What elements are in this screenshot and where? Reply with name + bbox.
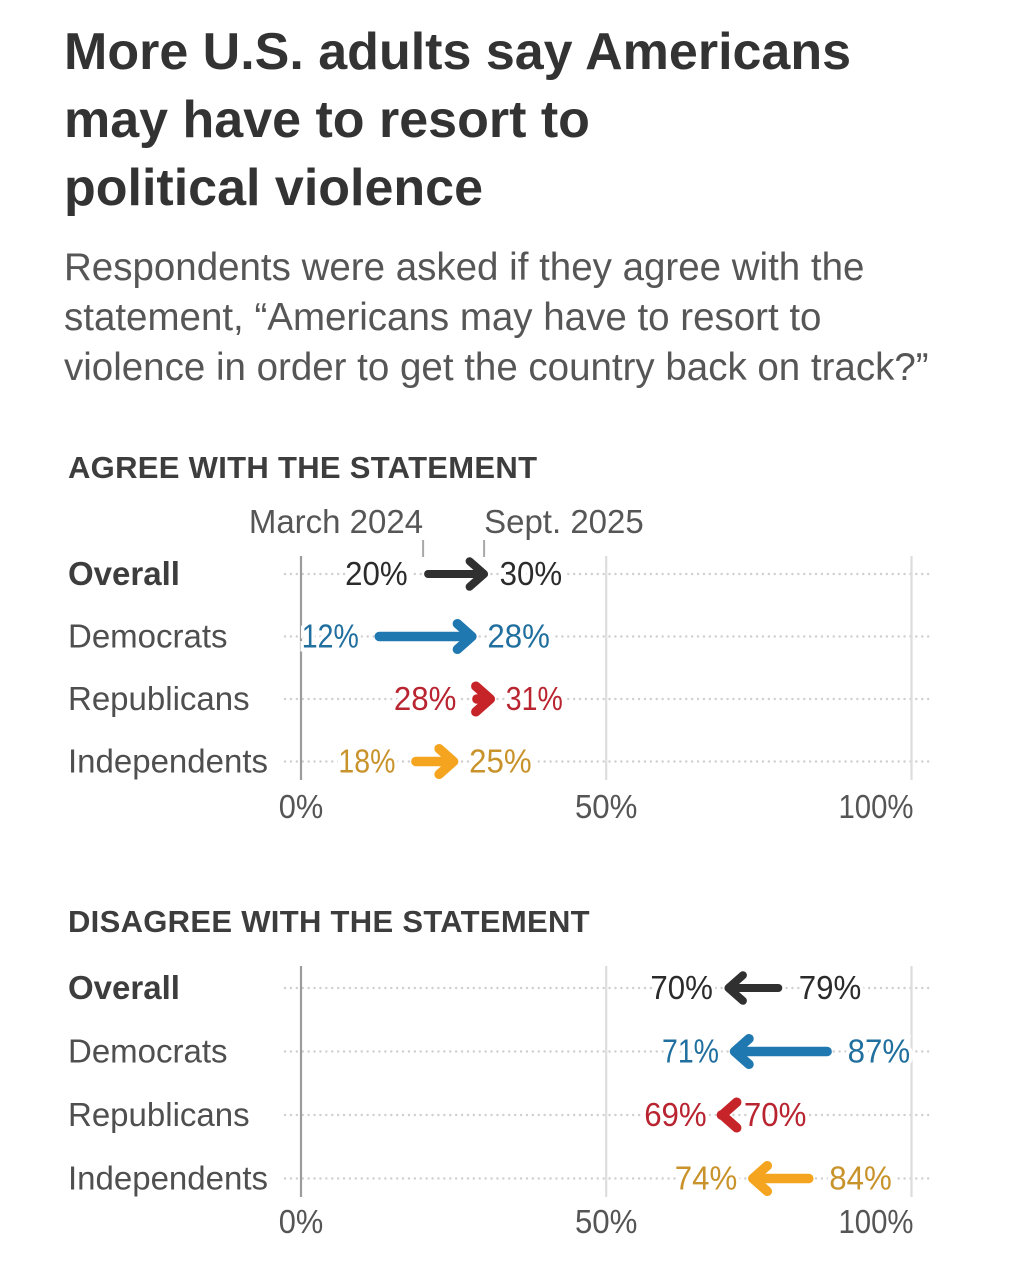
svg-text:28%: 28% xyxy=(487,618,550,655)
svg-text:Overall: Overall xyxy=(68,969,180,1006)
svg-text:Democrats: Democrats xyxy=(68,1033,228,1070)
svg-text:25%: 25% xyxy=(469,743,531,780)
svg-text:71%: 71% xyxy=(662,1033,719,1070)
svg-text:50%: 50% xyxy=(575,788,638,825)
svg-text:100%: 100% xyxy=(839,1203,914,1240)
svg-text:87%: 87% xyxy=(848,1033,911,1070)
svg-text:March 2024: March 2024 xyxy=(249,503,423,540)
svg-text:18%: 18% xyxy=(338,743,395,780)
svg-text:Independents: Independents xyxy=(68,1160,268,1197)
svg-text:74%: 74% xyxy=(675,1160,738,1197)
svg-text:70%: 70% xyxy=(744,1096,807,1133)
svg-text:79%: 79% xyxy=(799,969,862,1006)
svg-text:Republicans: Republicans xyxy=(68,680,250,717)
svg-text:30%: 30% xyxy=(500,555,562,592)
svg-text:Republicans: Republicans xyxy=(68,1096,250,1133)
svg-text:69%: 69% xyxy=(644,1096,707,1133)
svg-text:28%: 28% xyxy=(394,680,457,717)
svg-text:84%: 84% xyxy=(829,1160,892,1197)
svg-text:Independents: Independents xyxy=(68,743,268,780)
svg-text:Sept. 2025: Sept. 2025 xyxy=(484,503,644,540)
svg-text:100%: 100% xyxy=(839,788,914,825)
svg-text:31%: 31% xyxy=(506,680,563,717)
svg-text:50%: 50% xyxy=(575,1203,638,1240)
svg-text:Overall: Overall xyxy=(68,555,180,592)
svg-text:Democrats: Democrats xyxy=(68,618,228,655)
svg-text:12%: 12% xyxy=(302,618,359,655)
svg-text:0%: 0% xyxy=(279,788,324,825)
svg-text:70%: 70% xyxy=(650,969,713,1006)
svg-text:0%: 0% xyxy=(279,1203,324,1240)
svg-text:20%: 20% xyxy=(345,555,408,592)
